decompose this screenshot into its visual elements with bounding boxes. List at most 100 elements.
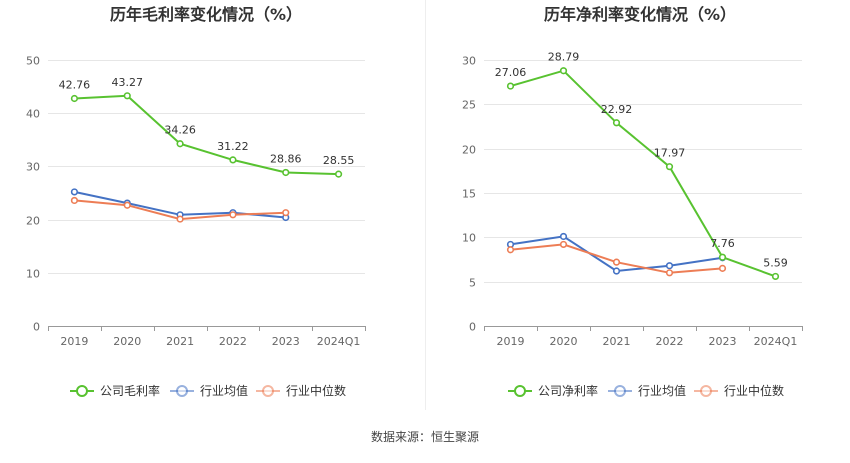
series-2 <box>506 232 727 275</box>
x-tick-label: 2023 <box>709 335 737 348</box>
legend-item[interactable]: 公司毛利率 <box>70 383 160 398</box>
legend-item[interactable]: 行业均值 <box>170 383 248 398</box>
x-tick-label: 2020 <box>550 335 578 348</box>
legend-item[interactable]: 行业均值 <box>608 383 686 398</box>
x-axis: 2019 2020 2021 2022 2023 2024Q1 <box>484 326 803 348</box>
data-label: 17.97 <box>654 147 686 160</box>
chart-1: 历年毛利率变化情况（%） 0 10 20 30 40 50 2019 2020 2021 2022 2… <box>26 5 366 398</box>
data-point <box>123 92 131 100</box>
legend-swatch-marker <box>262 385 274 397</box>
data-point <box>718 253 727 261</box>
data-point <box>559 232 568 241</box>
data-label: 28.55 <box>323 154 355 167</box>
legend-swatch-marker <box>614 385 626 397</box>
data-point <box>229 156 237 164</box>
data-label: 27.06 <box>495 66 527 79</box>
series-3 <box>506 240 727 277</box>
legend-swatch-marker <box>176 385 188 397</box>
y-tick-label: 30 <box>26 161 40 174</box>
legend-item[interactable]: 公司净利率 <box>508 383 598 398</box>
y-tick-label: 10 <box>26 268 40 281</box>
data-label: 42.76 <box>59 79 91 92</box>
y-tick-label: 15 <box>462 188 476 201</box>
series-line <box>74 94 339 176</box>
y-axis: 0 10 20 30 40 50 <box>26 55 365 334</box>
x-tick-label: 2024Q1 <box>317 335 361 348</box>
data-point <box>176 215 184 223</box>
series-line <box>510 69 776 278</box>
data-label: 5.59 <box>763 256 788 269</box>
data-point <box>123 201 131 209</box>
data-source: 数据来源：恒生聚源 <box>371 429 479 444</box>
legend-swatch-marker <box>514 385 526 397</box>
legend-label: 行业均值 <box>200 383 248 398</box>
x-tick-label: 2020 <box>113 335 141 348</box>
data-point <box>559 240 568 249</box>
chart-2: 历年净利率变化情况（%） 0 5 10 15 20 25 30 2019 2020 2021 2022… <box>462 5 803 398</box>
y-tick-label: 20 <box>26 215 40 228</box>
data-label: 22.92 <box>601 103 633 116</box>
legend: 公司毛利率 行业均值 行业中位数 <box>70 383 346 398</box>
legend-label: 行业中位数 <box>724 383 784 398</box>
x-tick-label: 2021 <box>166 335 194 348</box>
x-tick-label: 2022 <box>656 335 684 348</box>
data-point <box>612 258 621 266</box>
data-point <box>282 168 290 177</box>
data-point <box>665 163 674 171</box>
legend-item[interactable]: 行业中位数 <box>694 383 784 398</box>
x-tick-label: 2019 <box>497 335 525 348</box>
data-label: 43.27 <box>112 76 144 89</box>
x-tick-label: 2021 <box>603 335 631 348</box>
series-1: 27.06 28.79 22.92 17.97 7.76 5.59 <box>495 51 788 281</box>
x-axis: 2019 2020 2021 2022 2023 2024Q1 <box>48 326 366 348</box>
y-tick-label: 10 <box>462 232 476 245</box>
y-tick-label: 0 <box>469 321 476 334</box>
y-tick-label: 30 <box>462 55 476 68</box>
y-axis: 0 5 10 15 20 25 30 <box>462 55 802 334</box>
legend-label: 公司毛利率 <box>100 383 160 398</box>
data-point <box>506 82 515 90</box>
chart-title: 历年净利率变化情况（%） <box>544 5 736 24</box>
series-3 <box>70 196 290 223</box>
data-label: 7.76 <box>710 237 735 250</box>
x-tick-label: 2019 <box>60 335 88 348</box>
x-tick-label: 2024Q1 <box>754 335 798 348</box>
legend: 公司净利率 行业均值 行业中位数 <box>508 383 784 398</box>
y-tick-label: 5 <box>469 277 476 290</box>
legend-swatch-marker <box>76 385 88 397</box>
data-point <box>282 209 290 217</box>
data-point <box>665 262 674 270</box>
data-label: 31.22 <box>217 140 249 153</box>
x-tick-label: 2022 <box>219 335 247 348</box>
chart-title: 历年毛利率变化情况（%） <box>110 5 302 24</box>
data-label: 28.79 <box>548 51 580 64</box>
legend-item[interactable]: 行业中位数 <box>256 383 346 398</box>
legend-label: 行业均值 <box>638 383 686 398</box>
data-label: 28.86 <box>270 152 302 165</box>
y-tick-label: 0 <box>33 321 40 334</box>
data-point <box>229 211 237 219</box>
data-point <box>771 272 780 281</box>
data-point <box>506 246 515 254</box>
legend-swatch-marker <box>700 385 712 397</box>
data-point <box>665 269 674 277</box>
y-tick-label: 40 <box>26 108 40 121</box>
data-point <box>70 94 79 103</box>
data-point <box>70 188 79 196</box>
data-point <box>612 119 621 127</box>
y-tick-label: 20 <box>462 144 476 157</box>
series-line <box>510 235 723 273</box>
y-tick-label: 50 <box>26 55 40 68</box>
data-label: 34.26 <box>164 124 196 137</box>
y-tick-label: 25 <box>462 99 476 112</box>
data-point <box>612 267 621 275</box>
series-1: 42.76 43.27 34.26 31.22 28.86 28.55 <box>59 76 355 178</box>
legend-label: 公司净利率 <box>538 383 598 398</box>
data-point <box>718 264 727 272</box>
data-point <box>334 170 343 178</box>
data-point <box>559 67 568 75</box>
data-point <box>176 140 184 148</box>
data-point <box>70 196 79 205</box>
